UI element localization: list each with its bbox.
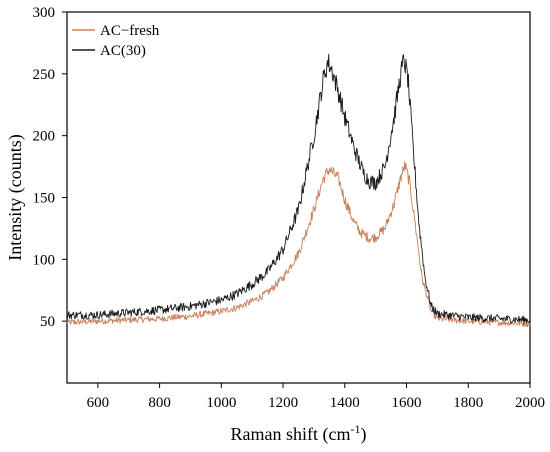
- x-tick-label: 2000: [515, 395, 545, 411]
- x-tick-label: 800: [148, 395, 171, 411]
- y-tick-label: 50: [40, 314, 55, 330]
- plot-area: [66, 11, 531, 384]
- y-tick-label: 300: [33, 5, 56, 21]
- series-line-1: [66, 161, 531, 328]
- y-tick-label: 150: [33, 191, 56, 207]
- series-line-2: [66, 53, 531, 325]
- x-tick-label: 600: [87, 395, 110, 411]
- y-tick-label: 100: [33, 252, 56, 268]
- x-tick-label: 1200: [268, 395, 298, 411]
- legend-label: AC(30): [100, 43, 146, 59]
- x-axis-title: Raman shift (cm-1): [231, 422, 367, 445]
- y-tick-label: 200: [33, 129, 56, 145]
- x-tick-label: 1000: [206, 395, 236, 411]
- series-layer: [66, 53, 531, 328]
- legend-label: AC−fresh: [100, 23, 160, 39]
- axes: 600 800 1000 1200 1400 1600 1800 2000 50 100 150 20…: [5, 5, 545, 445]
- x-tick-label: 1800: [453, 395, 483, 411]
- plot-frame: [66, 11, 531, 384]
- x-tick-label: 1400: [330, 395, 360, 411]
- y-axis-title: Intensity (counts): [5, 134, 26, 260]
- x-tick-label: 1600: [392, 395, 422, 411]
- y-tick-label: 250: [33, 67, 56, 83]
- legend: AC−fresh AC(30): [72, 23, 160, 59]
